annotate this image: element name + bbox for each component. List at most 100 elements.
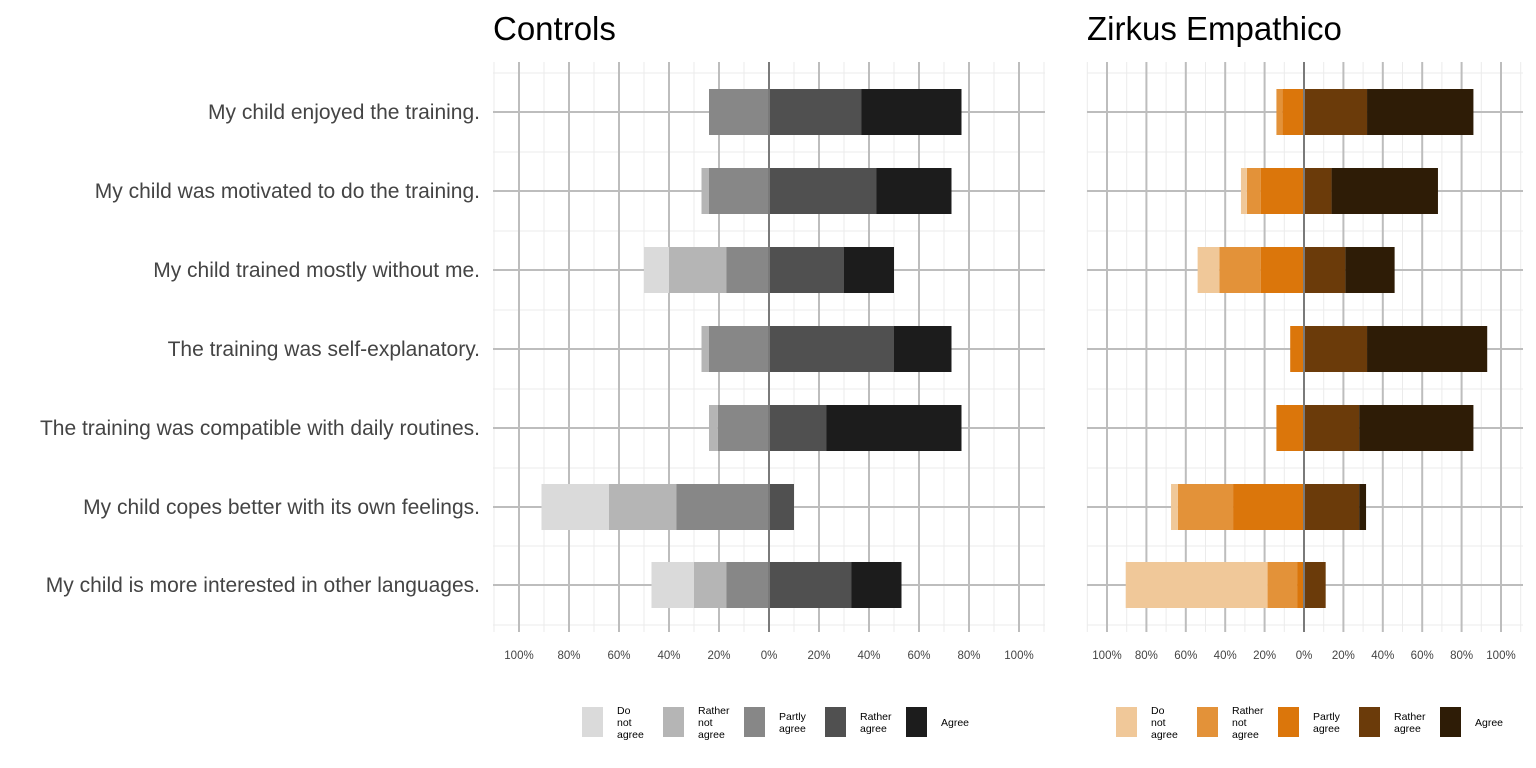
bar-segment [541,484,609,530]
bar-segment [1304,405,1360,451]
bar-segment [769,484,794,530]
bar-segment [609,484,677,530]
legend-swatch [582,707,603,737]
legend-label-line: agree [1232,729,1259,741]
legend-label-line: Do [1151,705,1165,717]
bar-segment [894,326,952,372]
x-tick-label: 40% [1214,650,1237,662]
bar-segment [1240,168,1247,214]
bar-segment [1345,247,1395,293]
legend-swatch [1359,707,1380,737]
bar-segment [709,405,718,451]
bar-segment [769,562,852,608]
x-tick-label: 60% [1411,650,1434,662]
bar-segment [669,247,727,293]
legend-label: Do not agree [1151,705,1178,741]
bar-segment [1260,247,1304,293]
x-tick-label: 80% [557,650,580,662]
bar-segment [717,405,769,451]
bar-segment [1233,484,1304,530]
legend-label: Partly agree [779,711,807,735]
bar-segment [1197,247,1220,293]
bar-segment [844,247,894,293]
legend-swatch [1440,707,1461,737]
x-tick-label: 40% [657,650,680,662]
legend-label-line: Do [617,705,631,717]
bar-segment [1304,326,1368,372]
legend-label: Rather agree [860,711,892,735]
bar-segment [1276,405,1304,451]
legend-label: Do not agree [617,705,644,741]
legend-label-line: not [617,717,632,729]
bar-segment [1304,484,1360,530]
category-label: My child is more interested in other lan… [46,574,480,597]
legend-label: Rather not agree [698,705,730,741]
x-tick-label: 80% [1135,650,1158,662]
legend-label-line: not [698,717,713,729]
x-tick-label: 80% [1450,650,1473,662]
bar-segment [769,405,827,451]
x-tick-label: 20% [707,650,730,662]
legend-label-line: agree [1313,723,1340,735]
category-label: My child enjoyed the training. [208,101,480,124]
bar-segment [851,562,902,608]
x-tick-label: 60% [1174,650,1197,662]
category-label: The training was compatible with daily r… [40,417,480,440]
bar-segment [1367,326,1488,372]
x-tick-label: 0% [1296,650,1313,662]
x-tick-label: 20% [1253,650,1276,662]
legend-label-line: not [1151,717,1166,729]
bar-segment [769,89,862,135]
bar-segment [826,405,962,451]
legend-swatch [1197,707,1218,737]
legend-label-line: Agree [1475,717,1503,729]
legend-label-line: Agree [941,717,969,729]
panel-title: Zirkus Empathico [1087,10,1342,47]
bar-segment [1304,562,1326,608]
bar-segment [1171,484,1178,530]
category-label: My child trained mostly without me. [153,259,480,282]
x-tick-label: 80% [957,650,980,662]
legend-swatch [1278,707,1299,737]
bar-segment [1304,168,1332,214]
bar-segment [726,562,769,608]
legend-label-line: agree [698,729,725,741]
bar-segment [1290,326,1304,372]
x-tick-label: 40% [857,650,880,662]
legend-swatch [825,707,846,737]
bar-segment [1359,405,1474,451]
legend-label: Rather not agree [1232,705,1264,741]
legend-label-line: agree [1151,729,1178,741]
bar-segment [769,168,877,214]
legend-label: Agree [941,717,969,729]
bar-segment [876,168,952,214]
legend-label-line: Partly [1313,711,1341,723]
bar-segment [694,562,727,608]
bar-segment [1331,168,1438,214]
x-tick-label: 60% [607,650,630,662]
legend-label-line: Rather [860,711,892,723]
legend-swatch [906,707,927,737]
legend-label-line: Partly [779,711,807,723]
bar-segment [769,326,894,372]
x-tick-label: 100% [1092,650,1121,662]
x-tick-label: 100% [1004,650,1033,662]
x-tick-label: 100% [504,650,533,662]
legend-label-line: Rather [698,705,730,717]
x-tick-label: 0% [761,650,778,662]
legend-label-line: Rather [1232,705,1264,717]
x-tick-label: 40% [1371,650,1394,662]
bar-segment [1260,168,1304,214]
bar-segment [1177,484,1234,530]
legend-label: Agree [1475,717,1503,729]
legend-label-line: Rather [1394,711,1426,723]
x-tick-label: 100% [1486,650,1515,662]
bar-segment [1246,168,1261,214]
bar-segment [676,484,769,530]
legend-label: Partly agree [1313,711,1341,735]
category-label: My child copes better with its own feeli… [83,496,480,519]
bar-segment [1297,562,1304,608]
bar-segment [701,168,709,214]
